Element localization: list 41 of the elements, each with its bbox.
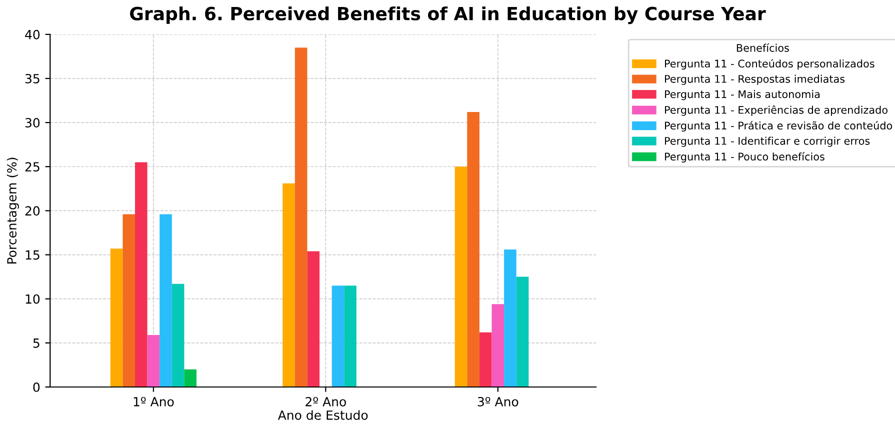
legend-label: Pergunta 11 - Respostas imediatas [665, 74, 845, 85]
bar [122, 214, 135, 387]
bar [110, 248, 123, 387]
y-tick-label: 40 [25, 30, 40, 40]
y-tick-label: 35 [25, 74, 40, 84]
bar [344, 286, 356, 387]
x-axis-title: Ano de Estudo [278, 410, 368, 420]
legend-label: Pergunta 11 - Identificar e corrigir erros [665, 136, 870, 147]
x-tick-label: 3º Ano [478, 396, 518, 406]
legend-label: Pergunta 11 - Pouco benefícios [665, 152, 824, 163]
x-tick-label: 2º Ano [306, 396, 346, 406]
x-tick-label: 1º Ano [134, 396, 174, 406]
bar [516, 276, 529, 387]
y-tick-label: 15 [26, 250, 40, 260]
legend-label: Pergunta 11 - Conteúdos personalizados [665, 59, 874, 70]
bar [282, 183, 295, 387]
legend-label: Pergunta 11 - Experiências de aprendizado [665, 105, 888, 116]
y-tick-label: 30 [25, 118, 40, 128]
y-tick-label: 5 [33, 338, 40, 348]
y-tick-label: 10 [26, 294, 40, 304]
y-tick-label: 0 [33, 382, 40, 392]
y-tick-label: 20 [25, 206, 40, 216]
y-tick-label: 25 [25, 162, 40, 172]
chart-title: Graph. 6. Perceived Benefits of AI in Education by Course Year [130, 6, 766, 24]
bar [467, 112, 480, 387]
bar [332, 286, 344, 387]
bar [172, 284, 184, 387]
bar [135, 162, 148, 387]
legend-label: Pergunta 11 - Prática e revisão de conteúdo [665, 121, 892, 132]
bar [454, 166, 468, 387]
bar [294, 48, 308, 387]
legend-title: Benefícios [736, 43, 789, 52]
bar [307, 251, 320, 387]
bar [160, 214, 172, 387]
y-axis-title: Porcentagem (%) [6, 158, 19, 264]
bar [184, 369, 197, 387]
bar [479, 332, 492, 387]
bar [504, 249, 516, 387]
bar [147, 334, 160, 387]
bar [492, 304, 504, 387]
legend-label: Pergunta 11 - Mais autonomia [665, 90, 820, 100]
